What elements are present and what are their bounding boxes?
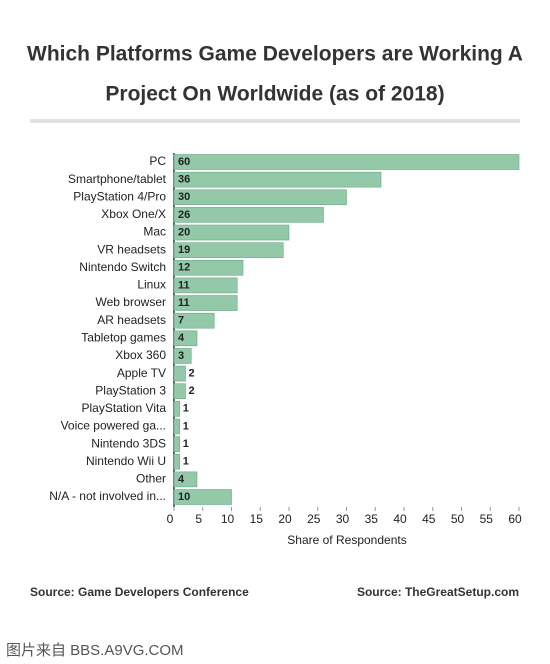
category-label: Xbox One/X: [101, 207, 166, 221]
value-label: 20: [178, 226, 190, 238]
value-label: 60: [178, 156, 190, 168]
bar: [173, 224, 290, 241]
category-label: Mac: [143, 225, 166, 239]
x-tick-label: 5: [195, 512, 202, 526]
value-label: 36: [178, 174, 190, 186]
value-label: 2: [189, 367, 195, 379]
category-label: Other: [136, 472, 166, 486]
chart-title: Which Platforms Game Developers are Work…: [27, 43, 523, 66]
category-label: Web browser: [96, 295, 166, 309]
value-label: 1: [183, 403, 189, 415]
category-label: AR headsets: [97, 313, 166, 327]
bar: [173, 171, 382, 188]
value-label: 26: [178, 209, 190, 221]
value-label: 4: [178, 332, 185, 344]
bar: [173, 207, 324, 223]
x-tick-label: 50: [451, 512, 465, 526]
bar: [173, 401, 181, 417]
category-label: Apple TV: [117, 366, 166, 380]
source-left: Source: Game Developers Conference: [30, 585, 249, 599]
value-label: 1: [183, 456, 189, 468]
bar: [173, 471, 198, 488]
category-label: PlayStation 4/Pro: [73, 189, 166, 203]
bar: [173, 418, 181, 435]
category-label: N/A - not involved in...: [49, 489, 166, 503]
x-tick-label: 55: [480, 512, 494, 526]
bar: [173, 189, 347, 206]
bar: [173, 330, 198, 347]
title-rule: [30, 119, 520, 123]
x-tick-label: 25: [307, 512, 321, 526]
value-label: 1: [183, 438, 189, 450]
x-tick-label: 20: [278, 512, 292, 526]
x-tick-label: 60: [508, 512, 522, 526]
value-label: 3: [178, 350, 184, 362]
chart-title: Project On Worldwide (as of 2018): [105, 83, 444, 106]
bar: [173, 277, 238, 294]
value-label: 12: [178, 262, 190, 274]
x-axis-label: Share of Respondents: [287, 533, 406, 547]
value-label: 10: [178, 491, 190, 503]
bar: [173, 348, 192, 364]
category-label: PC: [149, 154, 166, 168]
x-tick-label: 45: [422, 512, 436, 526]
value-label: 4: [178, 473, 185, 485]
bar: [173, 383, 186, 400]
category-label: Voice powered ga...: [61, 419, 166, 433]
category-label: PlayStation Vita: [82, 401, 167, 415]
category-label: VR headsets: [97, 242, 166, 256]
category-label: Smartphone/tablet: [68, 172, 167, 186]
category-label: Nintendo Switch: [79, 260, 166, 274]
bar: [173, 154, 520, 170]
category-label: Nintendo Wii U: [86, 454, 166, 468]
bar: [173, 242, 284, 258]
x-tick-label: 10: [221, 512, 235, 526]
value-label: 11: [178, 297, 190, 309]
x-tick-label: 30: [336, 512, 350, 526]
category-label: Nintendo 3DS: [91, 436, 166, 450]
x-tick-label: 0: [167, 512, 174, 526]
value-label: 2: [189, 385, 195, 397]
x-tick-label: 15: [250, 512, 264, 526]
x-tick-label: 35: [365, 512, 379, 526]
bar: [173, 365, 186, 382]
value-label: 19: [178, 244, 190, 256]
source-right: Source: TheGreatSetup.com: [357, 585, 519, 599]
category-label: Linux: [137, 278, 166, 292]
category-label: Tabletop games: [81, 330, 166, 344]
value-label: 1: [183, 420, 189, 432]
bar: [173, 259, 244, 276]
value-label: 30: [178, 191, 190, 203]
bar: [173, 453, 181, 470]
category-label: PlayStation 3: [95, 383, 166, 397]
watermark: 图片来自 BBS.A9VG.COM: [6, 642, 184, 659]
bar: [173, 295, 238, 311]
value-label: 7: [178, 315, 184, 327]
category-label: Xbox 360: [115, 348, 166, 362]
bar: [173, 436, 181, 452]
value-label: 11: [178, 279, 190, 291]
x-tick-label: 40: [393, 512, 407, 526]
bar: [173, 312, 215, 329]
bar: [173, 489, 232, 505]
